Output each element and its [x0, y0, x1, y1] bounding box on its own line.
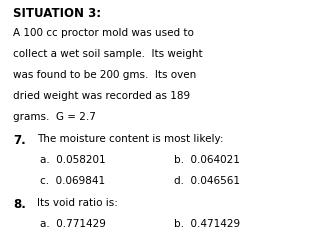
- Text: c.  0.069841: c. 0.069841: [40, 175, 105, 185]
- Text: collect a wet soil sample.  Its weight: collect a wet soil sample. Its weight: [13, 49, 203, 59]
- Text: dried weight was recorded as 189: dried weight was recorded as 189: [13, 90, 191, 100]
- Text: 7.: 7.: [13, 133, 26, 146]
- Text: The moisture content is most likely:: The moisture content is most likely:: [37, 133, 223, 143]
- Text: a.  0.058201: a. 0.058201: [40, 154, 106, 164]
- Text: Its void ratio is:: Its void ratio is:: [37, 197, 118, 207]
- Text: 8.: 8.: [13, 197, 26, 210]
- Text: a.  0.771429: a. 0.771429: [40, 218, 106, 227]
- Text: b.  0.471429: b. 0.471429: [174, 218, 240, 227]
- Text: d.  0.046561: d. 0.046561: [174, 175, 240, 185]
- Text: was found to be 200 gms.  Its oven: was found to be 200 gms. Its oven: [13, 69, 197, 79]
- Text: SITUATION 3:: SITUATION 3:: [13, 7, 102, 20]
- Text: A 100 cc proctor mold was used to: A 100 cc proctor mold was used to: [13, 28, 194, 38]
- Text: grams.  G = 2.7: grams. G = 2.7: [13, 111, 96, 121]
- Text: b.  0.064021: b. 0.064021: [174, 154, 240, 164]
